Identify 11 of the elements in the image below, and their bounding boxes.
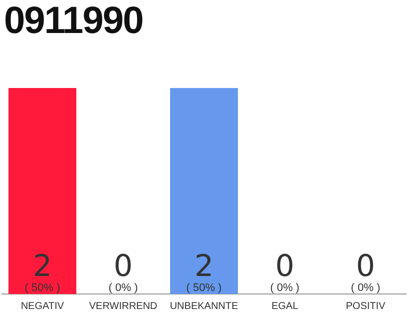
- x-tick-label: EGAL: [271, 300, 299, 312]
- x-tick-label: VERWIRREND: [89, 300, 158, 312]
- data-label: 2 ( 50% ): [24, 249, 60, 294]
- x-tick-label: UNBEKANNTE: [170, 300, 238, 312]
- x-tick-label: NEGATIV: [20, 300, 64, 312]
- data-label: 0 ( 0% ): [270, 249, 300, 294]
- x-tick-label: POSITIV: [346, 300, 386, 312]
- chart-title: 0911990: [4, 0, 143, 43]
- data-label: 2 ( 50% ): [186, 249, 222, 294]
- data-label: 0 ( 0% ): [108, 249, 138, 294]
- data-label: 0 ( 0% ): [350, 249, 380, 294]
